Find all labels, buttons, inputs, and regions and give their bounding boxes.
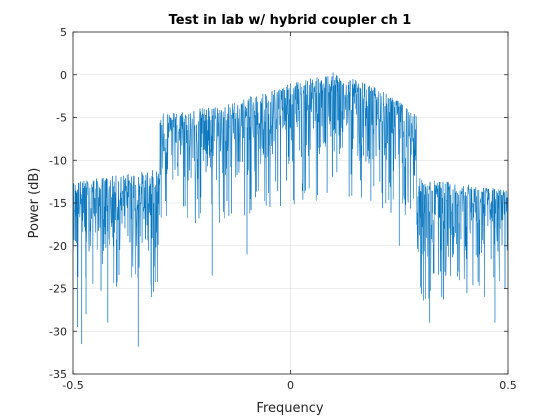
y-axis-label: Power (dB) [27, 168, 42, 239]
spectrum-line [72, 72, 509, 301]
y-tick-label: -35 [49, 368, 67, 381]
y-tick-label: -20 [49, 240, 67, 253]
power-spectrum-series [72, 72, 509, 347]
y-tick-label: -25 [49, 283, 67, 296]
y-tick-labels: 5 0 -5 -10 -15 -20 -25 -30 -35 [49, 26, 67, 381]
y-tick-label: -30 [49, 325, 67, 338]
x-tick-labels: -0.5 0 0.5 [62, 379, 516, 392]
x-tick-label: 0.5 [499, 379, 517, 392]
chart-title: Test in lab w/ hybrid coupler ch 1 [169, 13, 412, 28]
y-tick-label: -15 [49, 197, 67, 210]
y-tick-label: -10 [49, 154, 67, 167]
x-tick-label: -0.5 [62, 379, 83, 392]
x-axis-label: Frequency [256, 401, 323, 416]
x-tick-label: 0 [287, 379, 294, 392]
axis-ticks [72, 31, 509, 375]
y-tick-label: -5 [56, 112, 67, 125]
y-tick-label: 0 [60, 69, 67, 82]
y-tick-label: 5 [60, 26, 67, 39]
